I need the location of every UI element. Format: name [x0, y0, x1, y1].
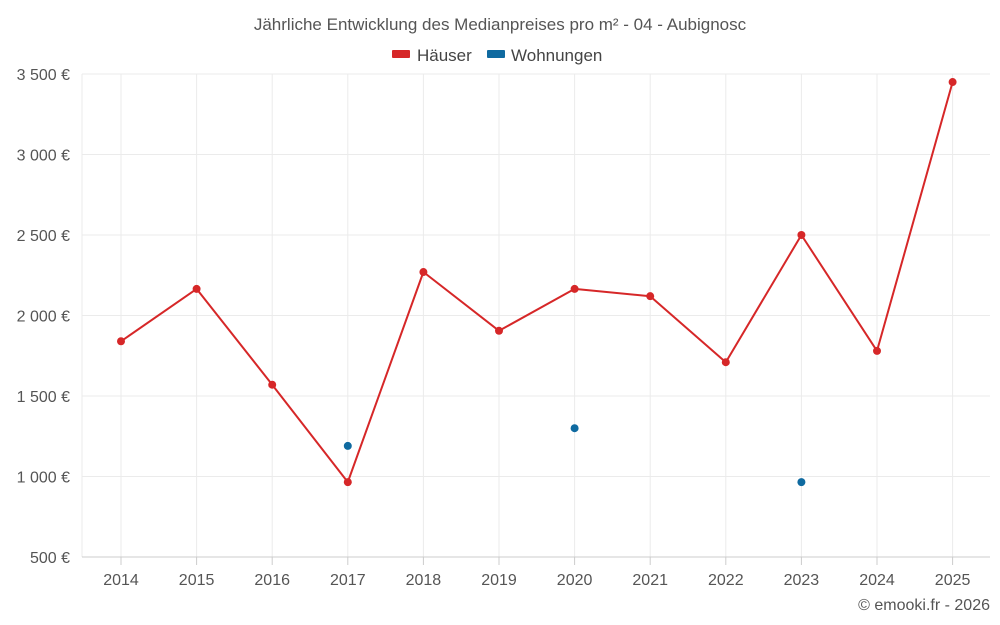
x-tick-label: 2017: [330, 572, 366, 589]
series-line-haeuser: [120, 81, 954, 484]
grid: [81, 73, 990, 557]
y-tick-label: 2 000 €: [17, 309, 70, 326]
y-tick-label: 3 500 €: [17, 67, 70, 84]
y-axis: 500 € 1 000 € 1 500 € 2 000 € 2 500 € 3 000 €…: [17, 67, 70, 567]
data-point-haeuser[interactable]: [343, 478, 352, 487]
y-tick-label: 2 500 €: [17, 228, 70, 245]
x-tick-label: 2023: [784, 572, 820, 589]
series: [117, 78, 957, 487]
data-point-haeuser[interactable]: [268, 380, 277, 389]
x-tick-label: 2014: [103, 572, 139, 589]
y-tick-label: 3 000 €: [17, 148, 70, 165]
x-tick-label: 2019: [481, 572, 517, 589]
x-tick-label: 2022: [708, 572, 744, 589]
legend: Häuser Wohnungen: [392, 46, 602, 65]
data-point-haeuser[interactable]: [948, 78, 957, 87]
y-tick-label: 500 €: [30, 550, 70, 567]
data-point-haeuser[interactable]: [192, 284, 201, 293]
x-tick-label: 2025: [935, 572, 971, 589]
data-point-haeuser[interactable]: [646, 292, 655, 301]
legend-swatch-wohnungen[interactable]: [487, 50, 505, 58]
data-point-haeuser[interactable]: [873, 346, 881, 355]
data-point-haeuser[interactable]: [721, 358, 730, 367]
y-tick-label: 1 000 €: [17, 470, 70, 487]
x-tick-label: 2016: [254, 572, 290, 589]
chart-title: Jährliche Entwicklung des Medianpreises …: [254, 15, 747, 34]
x-tick-label: 2024: [859, 572, 895, 589]
data-point-haeuser[interactable]: [419, 268, 428, 277]
data-point-haeuser[interactable]: [117, 337, 125, 346]
data-point-wohnungen[interactable]: [570, 424, 579, 433]
x-axis: 2014 2015 2016 2017 2018 2019 2020 2021 2022 2023…: [82, 556, 990, 589]
legend-label-haeuser[interactable]: Häuser: [417, 46, 472, 65]
x-tick-label: 2015: [179, 572, 215, 589]
data-point-wohnungen[interactable]: [343, 441, 352, 450]
x-tick-label: 2021: [632, 572, 668, 589]
y-tick-label: 1 500 €: [17, 389, 70, 406]
data-point-haeuser[interactable]: [797, 231, 806, 239]
x-tick-label: 2018: [406, 572, 442, 589]
data-point-haeuser[interactable]: [570, 284, 579, 293]
legend-label-wohnungen[interactable]: Wohnungen: [511, 46, 602, 65]
data-point-wohnungen[interactable]: [797, 478, 806, 487]
legend-swatch-haeuser[interactable]: [392, 50, 410, 58]
x-tick-label: 2020: [557, 572, 593, 589]
data-point-haeuser[interactable]: [495, 326, 503, 335]
credit-text: © emooki.fr - 2026: [858, 597, 990, 614]
